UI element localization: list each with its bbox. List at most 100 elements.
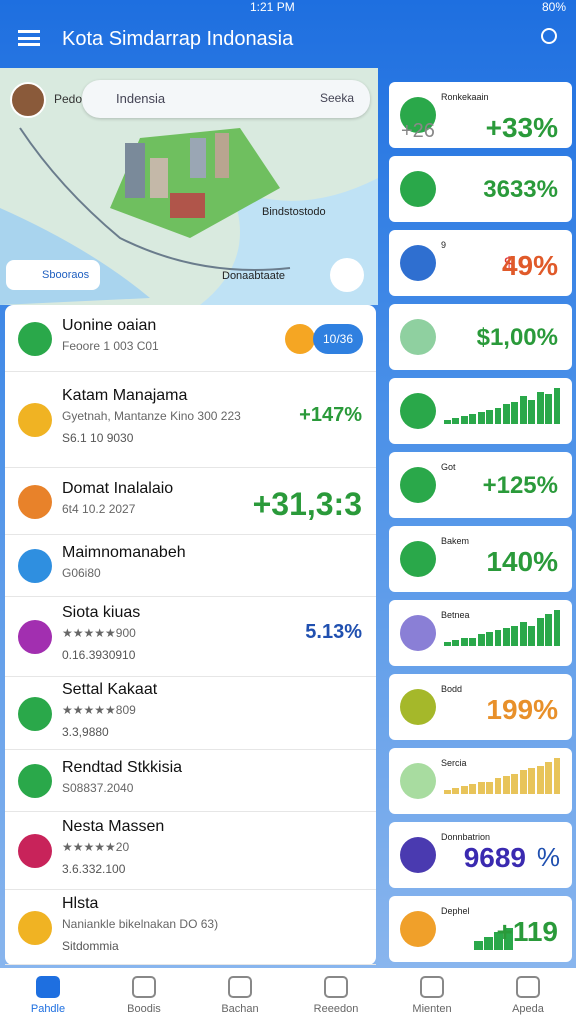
card-icon	[400, 837, 436, 873]
spark-bar	[511, 626, 519, 646]
spark-bar	[503, 776, 510, 794]
list-item[interactable]: Rendtad Stkkisia S08837.2040	[5, 750, 376, 812]
spark-bar	[545, 614, 553, 646]
item-subtitle: S08837.2040	[62, 781, 134, 795]
item-icon	[18, 834, 52, 868]
spark-bar	[519, 396, 527, 424]
spark-bar	[511, 402, 519, 424]
nav-label: Bachan	[221, 1003, 259, 1015]
item-title: Nesta Massen	[62, 818, 165, 835]
spark-bar	[469, 784, 477, 794]
list-item[interactable]: Settal Kakaat ★★★★★809 3.3,9880	[5, 677, 376, 750]
spark-bar	[477, 634, 485, 646]
location-button[interactable]	[330, 258, 364, 292]
search-bar: Indensia Seeka	[82, 80, 370, 118]
list-item[interactable]: Siota kiuas ★★★★★900 0.16.3930910 5.13%	[5, 597, 376, 677]
spark-bar	[469, 414, 477, 424]
list-item[interactable]: Katam Manajama Gyetnah, Mantanze Kino 300…	[5, 372, 376, 468]
item-title: Domat Inalalaio	[62, 479, 174, 497]
card-label: Ronkekaain	[441, 92, 489, 102]
search-button[interactable]	[541, 28, 557, 44]
item-icon	[18, 620, 52, 654]
item-icon	[18, 403, 52, 437]
item-subtitle: G06i80	[62, 566, 101, 580]
item-title: Hlsta	[62, 894, 99, 912]
item-icon	[18, 910, 52, 945]
card-label: Bakem	[441, 536, 470, 546]
list-item[interactable]: Nesta Massen ★★★★★20 3.6.332.100	[5, 812, 376, 890]
badge: 10/36	[313, 324, 363, 354]
header-title: Kota Simdarrap Indonasia	[62, 28, 294, 50]
item-detail: 3.3,9880	[62, 724, 109, 739]
item-title: Settal Kakaat	[62, 680, 158, 698]
card-label: Dephel	[441, 906, 470, 916]
card-icon	[400, 393, 436, 429]
item-title: Uonine oaian	[62, 316, 157, 334]
spark-bar	[474, 941, 483, 950]
stat-card: Donnbatrion 9689%	[389, 822, 572, 888]
place-label: Donaabtaate	[222, 270, 285, 282]
card-label: Donnbatrion	[441, 832, 491, 842]
item-icon	[18, 321, 52, 356]
spark-bar	[511, 774, 519, 794]
nav-item[interactable]: Boodis	[96, 968, 192, 1024]
stat-card: 3633%	[389, 156, 572, 222]
card-icon	[400, 171, 436, 207]
spark-bar	[519, 770, 527, 794]
card-right: %	[536, 842, 560, 872]
menu-button[interactable]	[18, 30, 40, 46]
spark-bar	[503, 628, 510, 646]
card-icon	[400, 911, 436, 947]
list-item[interactable]: Maimnomanabeh G06i80	[5, 535, 376, 597]
place-label: Bindstostodo	[262, 206, 326, 218]
stat-card: Sercia	[389, 748, 572, 814]
card-value: 3633%	[483, 176, 558, 203]
nav-icon	[420, 976, 444, 998]
stat-card: Bodd 199%	[389, 674, 572, 740]
nav-item[interactable]: Bachan	[192, 968, 288, 1024]
card-icon	[400, 245, 436, 281]
spark-bar	[536, 618, 544, 646]
item-value: +147%	[299, 404, 362, 426]
menu-bar	[18, 37, 40, 40]
nav-item[interactable]: Pahdle	[0, 968, 96, 1024]
list-item[interactable]: Hlsta Naniankle bikelnakan DO 63) Sitdommi…	[5, 890, 376, 965]
item-icon	[18, 549, 52, 583]
nav-label: Pahdle	[30, 1003, 66, 1015]
card-value: +125%	[482, 472, 558, 499]
item-subtitle: ★★★★★20	[62, 840, 130, 854]
item-subtitle: Gyetnah, Mantanze Kino 300 223	[62, 409, 241, 423]
item-subtitle: Feoore 1 003 C01	[62, 338, 159, 353]
spark-bar	[494, 778, 502, 794]
card-value: 199%	[486, 694, 558, 725]
stat-card: 9 $49%	[389, 230, 572, 296]
search-right: Seeka	[320, 91, 355, 105]
spark-bar	[460, 638, 468, 646]
spark-bar	[536, 766, 544, 794]
item-icon	[18, 696, 52, 731]
nav-item[interactable]: Mienten	[384, 968, 480, 1024]
list-item[interactable]: Domat Inalalaio 6t4 10.2 2027 +31,3:3	[5, 468, 376, 535]
spark-bar	[444, 642, 451, 646]
item-subtitle: ★★★★★809	[62, 702, 136, 717]
item-detail: S6.1 10 9030	[62, 431, 134, 445]
stat-card: Ronkekaain +26 +33%	[389, 82, 572, 148]
spark-bar	[469, 638, 477, 646]
nav-icon	[516, 976, 540, 998]
spark-bar	[460, 416, 468, 424]
list-item[interactable]: Uonine oaian Feoore 1 003 C01 10/36	[5, 305, 376, 372]
card-left: $	[504, 254, 515, 274]
spark-bar	[528, 768, 536, 794]
item-title: Rendtad Stkkisia	[62, 759, 183, 776]
spark-bar	[486, 410, 494, 424]
stat-card	[389, 378, 572, 444]
spark-bar	[477, 782, 485, 794]
nav-item[interactable]: Apeda	[480, 968, 576, 1024]
nav-icon	[324, 976, 348, 998]
spark-bar	[452, 418, 460, 424]
filter-button[interactable]: Sbooraos	[6, 260, 100, 290]
nav-item[interactable]: Reeedon	[288, 968, 384, 1024]
spark-bar	[553, 388, 561, 424]
card-icon	[400, 615, 436, 651]
